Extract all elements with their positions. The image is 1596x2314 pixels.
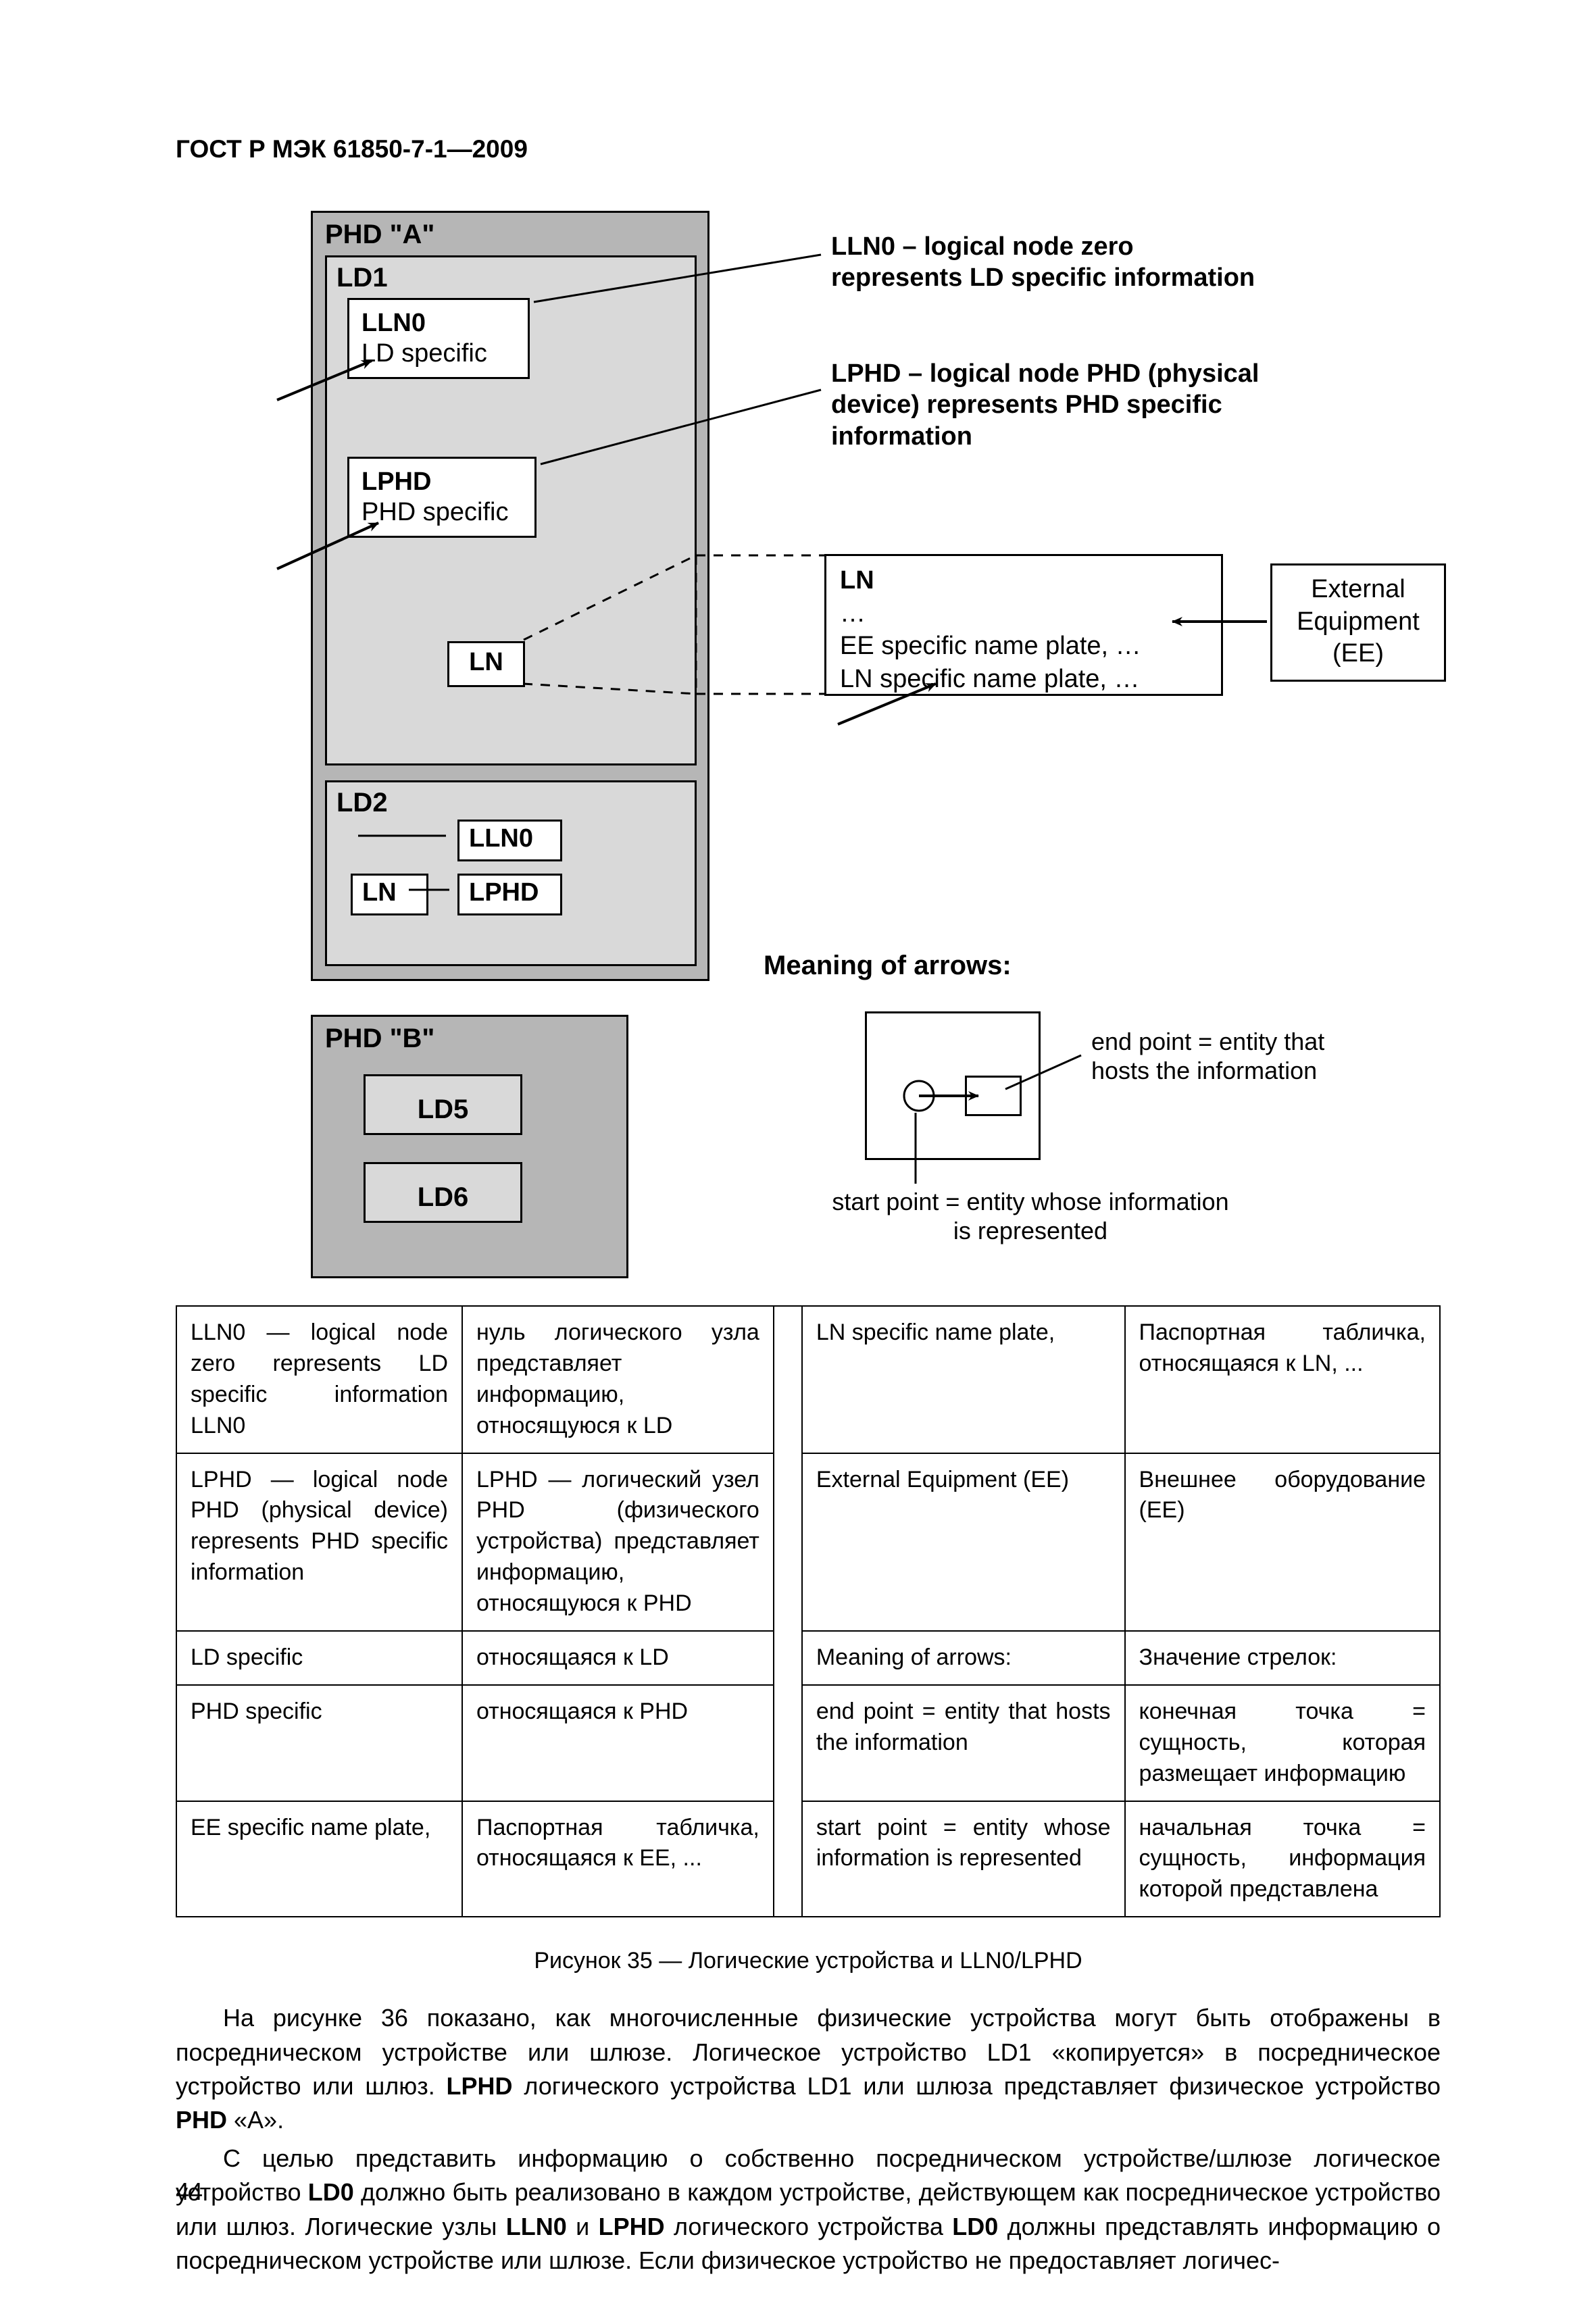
page-number: 44: [176, 2178, 203, 2206]
diagram: External Equipment (EE) PHD "A" LD1 LLN0…: [176, 211, 1441, 1292]
table-row: EE specific name plate, Паспортная табли…: [176, 1801, 1440, 1917]
ee-l2: Equipment: [1272, 606, 1444, 638]
table-row: LPHD — logical node PHD (physical device…: [176, 1453, 1440, 1631]
table-row: LD specific относящаяся к LD Meaning of …: [176, 1631, 1440, 1685]
ee-l1: External: [1272, 574, 1444, 606]
phd-a: PHD "A" LD1 LLN0 LD specific LPHD PHD sp…: [311, 211, 709, 981]
callout-lphd: LPHD – logical node PHD (physical device…: [831, 358, 1439, 452]
legend-start: start point = entity whose information i…: [821, 1187, 1240, 1245]
ln-t1: LN: [469, 648, 503, 676]
lln0-box: LLN0 LD specific: [347, 298, 530, 379]
doc-header: ГОСТ Р МЭК 61850-7-1—2009: [176, 135, 1441, 164]
ld2-lln0: LLN0: [457, 820, 562, 861]
lphd-t2: PHD specific: [361, 497, 522, 528]
lphd-t1: LPHD: [361, 467, 522, 497]
legend-box: [865, 1011, 1041, 1160]
lphd-box: LPHD PHD specific: [347, 457, 537, 538]
lln0-t2: LD specific: [361, 338, 516, 369]
ld1-title: LD1: [327, 257, 695, 296]
ld2-ln: LN: [351, 874, 428, 915]
meaning-title: Meaning of arrows:: [764, 951, 1012, 981]
phd-b-title: PHD "B": [313, 1017, 626, 1062]
figure-caption: Рисунок 35 — Логические устройства и LLN…: [176, 1948, 1441, 1974]
ld6: LD6: [364, 1162, 522, 1223]
ee-box: External Equipment (EE): [1270, 563, 1446, 682]
ln-desc-box: LN … EE specific name plate, … LN specif…: [824, 554, 1223, 696]
lln0-t1: LLN0: [361, 308, 516, 338]
phd-b: PHD "B" LD5 LD6: [311, 1015, 628, 1278]
legend-end: end point = entity that hosts the inform…: [1091, 1027, 1375, 1085]
ld2: LD2 LLN0 LN LPHD: [325, 780, 697, 966]
ee-l3: (EE): [1272, 638, 1444, 670]
table-row: PHD specific относящаяся к PHD end point…: [176, 1685, 1440, 1801]
paragraph-1: На рисунке 36 показано, как многочисленн…: [176, 2001, 1441, 2138]
legend-inner: [965, 1076, 1022, 1116]
ld5: LD5: [364, 1074, 522, 1135]
page: ГОСТ Р МЭК 61850-7-1—2009 External Equip…: [0, 0, 1596, 2314]
ln-box: LN: [447, 641, 525, 687]
phd-a-title: PHD "A": [313, 213, 707, 258]
ld1: LD1 LLN0 LD specific LPHD PHD specific L…: [325, 255, 697, 765]
ld2-lphd: LPHD: [457, 874, 562, 915]
table-row: LLN0 — logical node zero represents LD s…: [176, 1306, 1440, 1453]
paragraph-2: С целью представить информацию о собстве…: [176, 2142, 1441, 2278]
translation-table: LLN0 — logical node zero represents LD s…: [176, 1305, 1441, 1917]
ld2-title: LD2: [327, 782, 695, 821]
callout-lln0: LLN0 – logical node zero represents LD s…: [831, 231, 1439, 294]
